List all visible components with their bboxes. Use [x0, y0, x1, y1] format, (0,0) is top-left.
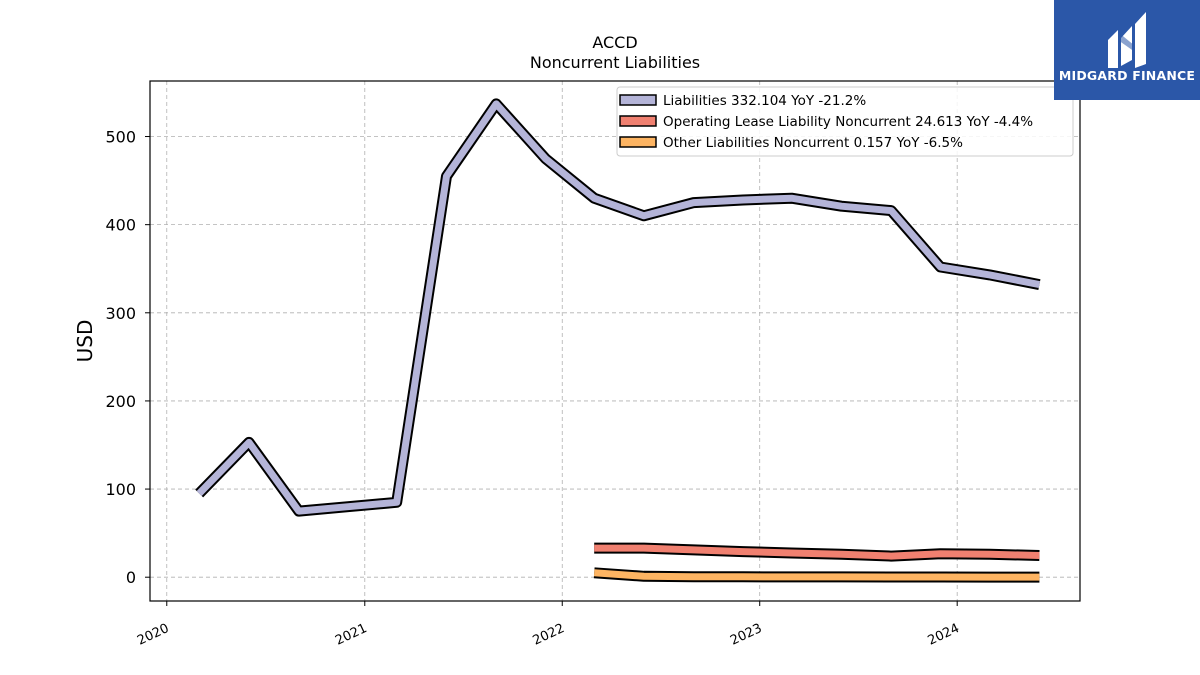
y-tick-label: 400 — [105, 216, 136, 235]
legend-swatch — [619, 115, 657, 127]
series-line — [196, 100, 1041, 515]
series-2 — [593, 567, 1040, 583]
legend-frame — [616, 86, 1074, 157]
legend-entry: Operating Lease Liability Noncurrent 24.… — [663, 114, 1033, 130]
x-tick-label: 2021 — [333, 621, 369, 649]
plot-area-frame — [149, 80, 1081, 602]
legend-swatch — [619, 94, 657, 106]
y-tick-label: 0 — [126, 568, 136, 587]
brand-mark-icon — [1108, 12, 1146, 68]
brand-logo: MIDGARD FINANCE — [1054, 0, 1200, 100]
series-line — [593, 569, 1040, 581]
y-tick-label: 300 — [105, 304, 136, 323]
series-line-outline — [195, 98, 1041, 517]
legend-entry: Liabilities 332.104 YoY -21.2% — [663, 93, 866, 109]
y-tick-label: 200 — [105, 392, 136, 411]
x-tick-label: 2024 — [926, 621, 962, 649]
x-tick-label: 2023 — [728, 621, 764, 649]
legend-entry: Other Liabilities Noncurrent 0.157 YoY -… — [663, 135, 963, 151]
x-tick-label: 2020 — [135, 621, 171, 649]
chart-title: ACCD — [592, 33, 637, 52]
legend-swatch — [619, 136, 657, 148]
brand-name: MIDGARD FINANCE — [1058, 68, 1196, 83]
legend: Liabilities 332.104 YoY -21.2% Operating… — [616, 86, 1074, 157]
y-tick-label: 100 — [105, 480, 136, 499]
series-layer — [195, 98, 1041, 583]
grid — [150, 81, 1080, 601]
series-0 — [195, 98, 1041, 517]
y-axis-label: USD — [73, 320, 97, 363]
y-tick-label: 500 — [105, 128, 136, 147]
chart-subtitle: Noncurrent Liabilities — [530, 53, 700, 72]
series-line — [594, 544, 1040, 560]
x-tick-label: 2022 — [531, 621, 567, 649]
series-1 — [594, 542, 1040, 562]
